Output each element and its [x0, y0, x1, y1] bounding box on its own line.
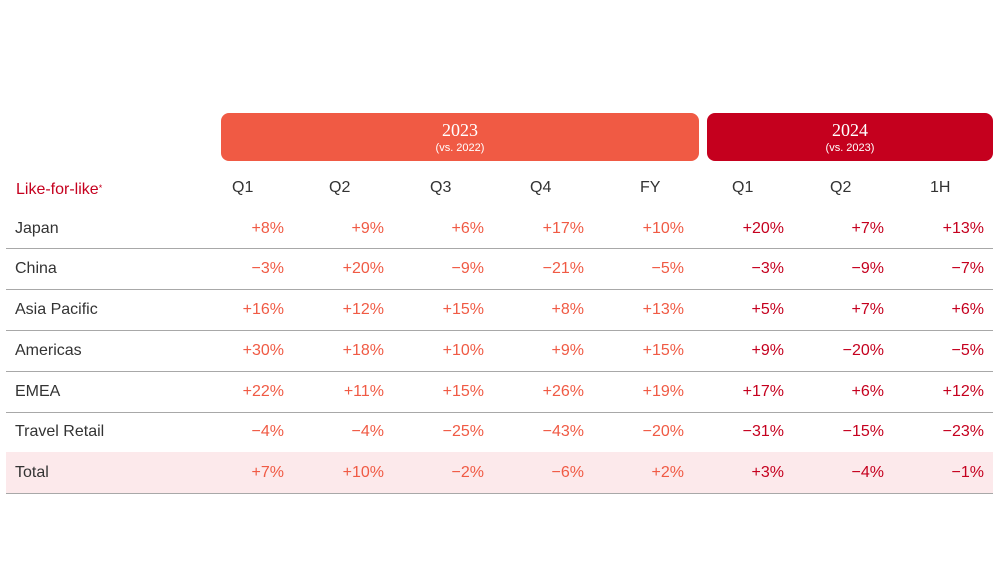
table-title: Like-for-like*	[16, 180, 102, 200]
total-row: Total +7% +10% −2% −6% +2% +3% −4% −1%	[6, 452, 993, 494]
table-cell: −9%	[851, 260, 884, 277]
table-cell: +13%	[642, 301, 684, 318]
table-cell: +10%	[442, 342, 484, 359]
band-year: 2023	[442, 120, 478, 140]
table-cell: +9%	[351, 220, 384, 237]
table-cell: −6%	[551, 464, 584, 481]
row-label: Total	[15, 464, 49, 481]
column-header: Q1	[232, 179, 254, 196]
column-header: Q2	[830, 179, 852, 196]
table-cell: +6%	[851, 383, 884, 400]
column-header: Q1	[732, 179, 754, 196]
table-cell: +17%	[742, 383, 784, 400]
table-cell: +13%	[942, 220, 984, 237]
table-cell: −4%	[351, 423, 384, 440]
table-cell: +8%	[551, 301, 584, 318]
table-cell: +12%	[342, 301, 384, 318]
table-cell: +9%	[551, 342, 584, 359]
table-cell: +10%	[342, 464, 384, 481]
table-cell: +30%	[242, 342, 284, 359]
table-cell: −43%	[542, 423, 584, 440]
table-cell: +6%	[951, 301, 984, 318]
table-row: Americas +30% +18% +10% +9% +15% +9% −20% −5%	[6, 330, 993, 372]
column-header: Q3	[430, 179, 452, 196]
band-year: 2024	[832, 120, 868, 140]
column-header: Q4	[530, 179, 552, 196]
table-cell: −23%	[942, 423, 984, 440]
band-2023: 2023 (vs. 2022)	[221, 113, 699, 161]
table-cell: −4%	[851, 464, 884, 481]
table-cell: +5%	[751, 301, 784, 318]
table-title-text: Like-for-like	[16, 181, 99, 198]
table-cell: +20%	[342, 260, 384, 277]
row-label: EMEA	[15, 383, 61, 400]
table-cell: −3%	[251, 260, 284, 277]
table-cell: +16%	[242, 301, 284, 318]
table-cell: +11%	[343, 383, 384, 400]
table-cell: +2%	[651, 464, 684, 481]
table-row: Travel Retail −4% −4% −25% −43% −20% −31% −15% −…	[6, 412, 993, 453]
table-cell: −5%	[951, 342, 984, 359]
table-cell: −9%	[451, 260, 484, 277]
table-row: EMEA +22% +11% +15% +26% +19% +17% +6% +12%	[6, 371, 993, 413]
table-cell: +6%	[451, 220, 484, 237]
table-cell: +22%	[242, 383, 284, 400]
column-header: Q2	[329, 179, 351, 196]
footnote-marker: *	[98, 183, 103, 193]
table-cell: +15%	[642, 342, 684, 359]
row-label: Asia Pacific	[15, 301, 98, 318]
table-cell: +18%	[342, 342, 384, 359]
table-cell: −31%	[742, 423, 784, 440]
row-label: Travel Retail	[15, 423, 105, 440]
table-row: China −3% +20% −9% −21% −5% −3% −9% −7%	[6, 249, 993, 290]
table-cell: +10%	[642, 220, 684, 237]
table-cell: +12%	[942, 383, 984, 400]
band-note: (vs. 2023)	[825, 142, 875, 154]
table-cell: +19%	[642, 383, 684, 400]
table-cell: −25%	[442, 423, 484, 440]
table-cell: +3%	[751, 464, 784, 481]
table-cell: −4%	[251, 423, 284, 440]
table-cell: +7%	[251, 464, 284, 481]
column-header: 1H	[930, 179, 951, 196]
band-2024: 2024 (vs. 2023)	[707, 113, 993, 161]
column-header: FY	[640, 179, 661, 196]
table-cell: +26%	[542, 383, 584, 400]
table-cell: +15%	[442, 383, 484, 400]
table-cell: −15%	[842, 423, 884, 440]
table-cell: −1%	[951, 464, 984, 481]
table-cell: +8%	[251, 220, 284, 237]
table-cell: +7%	[851, 301, 884, 318]
table-cell: −5%	[651, 260, 684, 277]
row-label: Japan	[15, 220, 59, 237]
table-cell: −21%	[542, 260, 584, 277]
table-cell: +17%	[542, 220, 584, 237]
row-label: Americas	[15, 342, 82, 359]
table-cell: +9%	[751, 342, 784, 359]
table-cell: −20%	[842, 342, 884, 359]
table-cell: −20%	[642, 423, 684, 440]
table-cell: +20%	[742, 220, 784, 237]
table-cell: −2%	[451, 464, 484, 481]
table-cell: −7%	[951, 260, 984, 277]
row-label: China	[15, 260, 57, 277]
table-cell: +15%	[442, 301, 484, 318]
table-row: Japan +8% +9% +6% +17% +10% +20% +7% +13%	[6, 209, 993, 249]
table-cell: −3%	[751, 260, 784, 277]
band-note: (vs. 2022)	[435, 142, 485, 154]
table-row: Asia Pacific +16% +12% +15% +8% +13% +5% +7% +6%	[6, 290, 993, 331]
table-cell: +7%	[851, 220, 884, 237]
